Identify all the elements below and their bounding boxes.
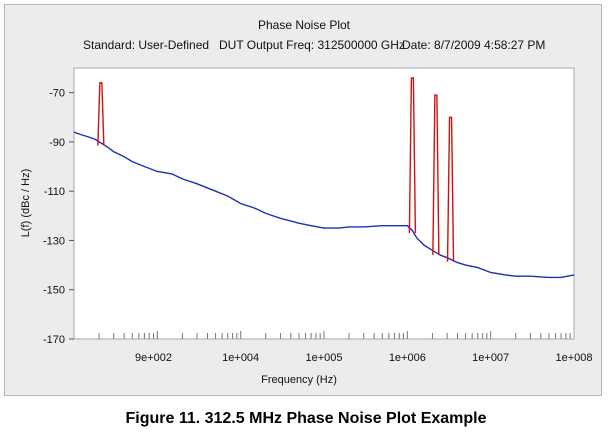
figure-caption: Figure 11. 312.5 MHz Phase Noise Plot Ex…	[125, 410, 487, 427]
x-tick-label: 1e+006	[389, 352, 426, 364]
standard-label: Standard: User-Defined	[83, 38, 210, 52]
y-tick-label: -90	[49, 137, 65, 149]
x-tick-label: 1e+004	[222, 352, 259, 364]
y-tick-label: -150	[43, 285, 65, 297]
chart-frame: -70 -90 -110 -130 -150 -170 9e+002 1e+004 1e+005…	[4, 4, 602, 396]
spur-peak-3	[432, 94, 440, 255]
x-tick-label: 1e+007	[472, 352, 509, 364]
y-tick-label: -130	[43, 235, 65, 247]
x-tick-label: 1e+005	[305, 352, 342, 364]
spur-peak-2	[408, 77, 417, 234]
date-label: Date: 8/7/2009 4:58:27 PM	[402, 38, 546, 52]
plot-area	[73, 67, 575, 340]
y-tick-label: -170	[43, 334, 65, 346]
y-axis-label: L(f) (dBc / Hz)	[20, 169, 32, 237]
dut-frequency-label: DUT Output Freq: 312500000 GHz	[219, 38, 405, 52]
x-tick-label: 9e+002	[135, 352, 172, 364]
chart-title: Phase Noise Plot	[257, 18, 351, 32]
y-tick-label: -70	[49, 88, 65, 100]
y-tick-label: -110	[44, 186, 65, 198]
noise-series-line	[73, 131, 575, 279]
spur-peak-1	[97, 82, 105, 146]
x-axis-label: Frequency (Hz)	[261, 374, 337, 386]
x-tick-label: 1e+008	[555, 352, 592, 364]
spur-peak-4	[446, 116, 455, 262]
phase-noise-chart: -70 -90 -110 -130 -150 -170 9e+002 1e+004 1e+005…	[20, 67, 593, 386]
